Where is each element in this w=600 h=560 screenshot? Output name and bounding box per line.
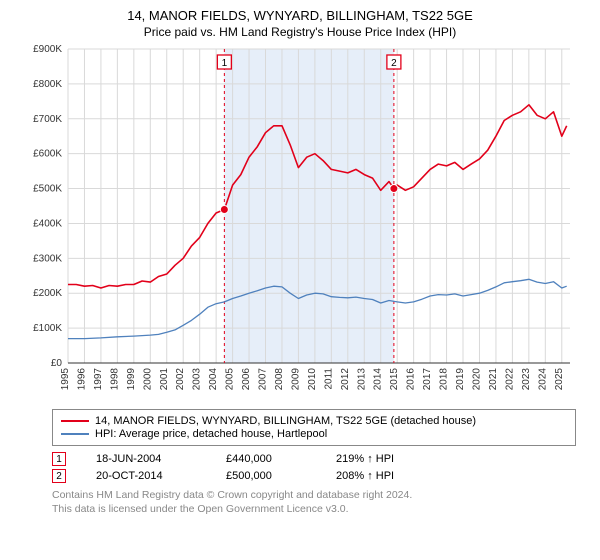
svg-text:2011: 2011 — [323, 368, 334, 390]
svg-text:2004: 2004 — [208, 368, 219, 391]
svg-text:2024: 2024 — [537, 368, 548, 391]
title-block: 14, MANOR FIELDS, WYNYARD, BILLINGHAM, T… — [12, 8, 588, 39]
svg-text:£300K: £300K — [33, 253, 62, 264]
chart-plot: £0 £100K £200K £300K £400K £500K £600K £700K £80… — [20, 43, 580, 403]
svg-text:£800K: £800K — [33, 79, 62, 90]
svg-text:2: 2 — [391, 58, 397, 69]
event-pct: 219% ↑ HPI — [336, 453, 426, 465]
svg-text:2002: 2002 — [175, 368, 186, 391]
events-table: 1 18-JUN-2004 £440,000 219% ↑ HPI 2 20-OCT-20… — [52, 452, 576, 483]
legend-row: 14, MANOR FIELDS, WYNYARD, BILLINGHAM, T… — [61, 415, 567, 427]
svg-text:£200K: £200K — [33, 288, 62, 299]
svg-text:2016: 2016 — [406, 368, 417, 391]
svg-text:1998: 1998 — [109, 368, 120, 391]
legend-swatch — [61, 420, 89, 422]
svg-text:£900K: £900K — [33, 44, 62, 55]
svg-text:2020: 2020 — [471, 368, 482, 391]
svg-text:1: 1 — [222, 58, 228, 69]
svg-text:2015: 2015 — [389, 368, 400, 391]
svg-text:2022: 2022 — [504, 368, 515, 391]
svg-text:2006: 2006 — [241, 368, 252, 391]
svg-text:2005: 2005 — [225, 368, 236, 391]
event-pct: 208% ↑ HPI — [336, 470, 426, 482]
event-marker: 1 — [52, 452, 66, 466]
svg-text:£0: £0 — [51, 358, 63, 369]
svg-text:1996: 1996 — [76, 368, 87, 391]
svg-text:2012: 2012 — [340, 368, 351, 391]
svg-text:2023: 2023 — [521, 368, 532, 391]
svg-text:£100K: £100K — [33, 323, 62, 334]
svg-text:£400K: £400K — [33, 218, 62, 229]
svg-text:£700K: £700K — [33, 114, 62, 125]
footnote-line1: Contains HM Land Registry data © Crown c… — [52, 489, 576, 503]
svg-text:2021: 2021 — [488, 368, 499, 391]
legend-swatch — [61, 433, 89, 435]
chart-subtitle: Price paid vs. HM Land Registry's House … — [12, 25, 588, 39]
footnote-line2: This data is licensed under the Open Gov… — [52, 503, 576, 517]
legend-label: 14, MANOR FIELDS, WYNYARD, BILLINGHAM, T… — [95, 415, 476, 427]
chart-container: 14, MANOR FIELDS, WYNYARD, BILLINGHAM, T… — [0, 0, 600, 560]
svg-text:2001: 2001 — [159, 368, 170, 391]
svg-text:1999: 1999 — [126, 368, 137, 391]
svg-text:£500K: £500K — [33, 184, 62, 195]
svg-text:2000: 2000 — [142, 368, 153, 391]
svg-text:2018: 2018 — [439, 368, 450, 391]
svg-text:2019: 2019 — [455, 368, 466, 391]
event-marker: 2 — [52, 469, 66, 483]
svg-text:1995: 1995 — [60, 368, 71, 391]
legend-label: HPI: Average price, detached house, Hart… — [95, 428, 327, 440]
event-date: 18-JUN-2004 — [96, 453, 196, 465]
svg-text:2017: 2017 — [422, 368, 433, 391]
svg-text:2014: 2014 — [373, 368, 384, 391]
chart-svg: £0 £100K £200K £300K £400K £500K £600K £700K £80… — [20, 43, 580, 403]
svg-text:2013: 2013 — [356, 368, 367, 391]
event-price: £440,000 — [226, 453, 306, 465]
event-row: 1 18-JUN-2004 £440,000 219% ↑ HPI — [52, 452, 576, 466]
event-price: £500,000 — [226, 470, 306, 482]
event-row: 2 20-OCT-2014 £500,000 208% ↑ HPI — [52, 469, 576, 483]
svg-text:2003: 2003 — [192, 368, 203, 391]
legend: 14, MANOR FIELDS, WYNYARD, BILLINGHAM, T… — [52, 409, 576, 446]
svg-text:1997: 1997 — [93, 368, 104, 391]
chart-title: 14, MANOR FIELDS, WYNYARD, BILLINGHAM, T… — [12, 8, 588, 23]
event-date: 20-OCT-2014 — [96, 470, 196, 482]
svg-text:2010: 2010 — [307, 368, 318, 391]
legend-row: HPI: Average price, detached house, Hart… — [61, 428, 567, 440]
footnote: Contains HM Land Registry data © Crown c… — [52, 489, 576, 516]
svg-text:2007: 2007 — [258, 368, 269, 391]
svg-text:2009: 2009 — [290, 368, 301, 391]
svg-text:£600K: £600K — [33, 149, 62, 160]
svg-text:2008: 2008 — [274, 368, 285, 391]
svg-text:2025: 2025 — [554, 368, 565, 391]
